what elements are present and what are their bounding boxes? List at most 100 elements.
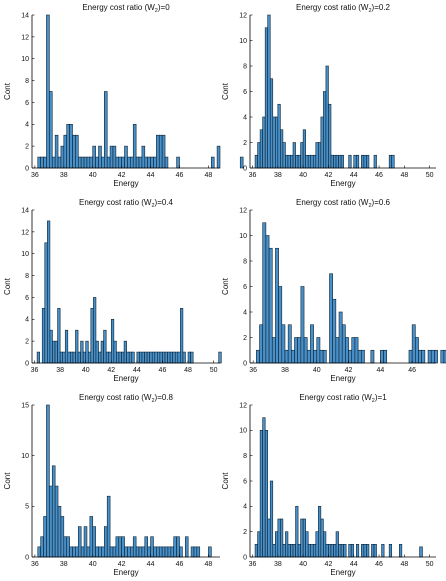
- y-tick-label: 12: [21, 34, 29, 41]
- histogram-bar: [86, 546, 91, 558]
- histogram-bar: [259, 430, 263, 558]
- histogram-bar: [318, 506, 322, 558]
- histogram-bar: [371, 544, 375, 558]
- histogram-bar: [282, 544, 286, 558]
- histogram-bar: [47, 220, 51, 364]
- histogram-bar: [262, 222, 267, 364]
- histogram-bar: [156, 546, 160, 558]
- histogram-bar: [282, 142, 286, 169]
- histogram-bar: [360, 349, 365, 364]
- histogram-bar: [295, 506, 299, 558]
- histogram-bar: [284, 349, 289, 364]
- histogram-bar: [285, 154, 289, 169]
- histogram-bar: [144, 536, 148, 558]
- histogram-bar: [98, 351, 102, 364]
- histogram-bar: [256, 349, 260, 364]
- histogram-bar: [128, 351, 133, 364]
- histogram-bar: [280, 518, 284, 558]
- histogram-bar: [340, 544, 344, 558]
- histogram-bar: [167, 351, 171, 364]
- y-tick-label: 6: [25, 295, 29, 302]
- histogram-bar: [162, 351, 166, 364]
- histogram-bar: [307, 544, 312, 558]
- x-tick-label: 36: [31, 172, 39, 179]
- histogram-bar: [57, 156, 62, 169]
- histogram-bar: [116, 351, 120, 364]
- y-tick-label: 0: [243, 165, 247, 172]
- x-tick-label: 50: [426, 561, 434, 568]
- histogram-bar: [89, 516, 94, 558]
- x-tick-label: 40: [82, 367, 90, 374]
- histogram-bar: [190, 351, 194, 364]
- histogram-bar: [89, 156, 94, 169]
- histogram-bar: [310, 544, 314, 558]
- histogram-bar: [138, 546, 143, 558]
- histogram-bar: [46, 404, 50, 558]
- histogram-bar: [121, 156, 125, 169]
- x-tick-label: 48: [400, 561, 408, 568]
- histogram-bar: [254, 544, 258, 558]
- histogram-bar: [353, 154, 357, 169]
- histogram-bar: [77, 351, 81, 364]
- histogram-bar: [164, 156, 169, 169]
- histogram-bar: [141, 351, 145, 364]
- histogram-bar: [421, 349, 426, 364]
- histogram-bar: [101, 156, 105, 169]
- histogram-bar: [187, 351, 191, 364]
- histogram-bar: [388, 154, 393, 169]
- x-tick-label: 42: [325, 561, 333, 568]
- histogram-bar: [106, 495, 111, 558]
- y-tick-label: 12: [21, 229, 29, 236]
- histogram-bar: [264, 27, 269, 169]
- panel-title: Energy cost ratio (W2)=1: [299, 393, 387, 404]
- histogram-bar: [51, 156, 56, 169]
- histogram-bar: [124, 145, 128, 169]
- x-axis-label: Energy: [330, 568, 355, 577]
- histogram-bar: [330, 544, 334, 558]
- x-tick-label: 44: [147, 561, 155, 568]
- histogram-bar: [300, 286, 305, 364]
- histogram-bar: [72, 351, 76, 364]
- histogram-bar: [49, 485, 53, 558]
- histogram-bar: [69, 546, 73, 558]
- histogram-bar: [106, 156, 111, 169]
- x-tick-label: 40: [299, 172, 307, 179]
- histogram-bar: [320, 518, 324, 558]
- histogram-bar: [124, 546, 128, 558]
- x-axis-label: Energy: [113, 179, 138, 188]
- histogram-bar: [285, 531, 289, 558]
- histogram-bar: [69, 123, 73, 169]
- histogram-bar: [83, 156, 88, 169]
- y-tick-label: 10: [239, 428, 247, 435]
- y-axis-label: Cont: [221, 472, 230, 490]
- y-tick-label: 10: [239, 233, 247, 240]
- histogram-bar: [141, 546, 146, 558]
- histogram-bar: [72, 134, 76, 169]
- histogram-bar: [268, 247, 273, 364]
- x-tick-label: 36: [31, 367, 39, 374]
- histogram-bar: [338, 311, 343, 364]
- x-tick-label: 46: [375, 172, 383, 179]
- histogram-bar: [158, 546, 163, 558]
- histogram-bar: [300, 518, 304, 558]
- histogram-bar: [41, 308, 46, 364]
- histogram-bar: [295, 154, 299, 169]
- y-tick-label: 4: [25, 122, 29, 129]
- histogram-bar: [158, 134, 163, 169]
- histogram-bar: [109, 145, 114, 169]
- panel-title: Energy cost ratio (W2)=0.6: [296, 198, 391, 209]
- histogram-bar: [75, 134, 79, 169]
- x-tick-label: 42: [345, 367, 353, 374]
- x-tick-label: 42: [325, 172, 333, 179]
- x-tick-label: 40: [313, 367, 321, 374]
- histogram-bar: [269, 480, 274, 558]
- histogram-bar: [211, 156, 215, 169]
- x-tick-label: 44: [350, 172, 358, 179]
- y-tick-label: 6: [243, 284, 247, 291]
- histogram-bar: [112, 145, 117, 169]
- histogram-bar: [153, 546, 157, 558]
- y-tick-label: 2: [243, 529, 247, 536]
- histogram-bar: [67, 351, 71, 364]
- histogram-bar: [399, 544, 403, 558]
- histogram-bar: [147, 546, 151, 558]
